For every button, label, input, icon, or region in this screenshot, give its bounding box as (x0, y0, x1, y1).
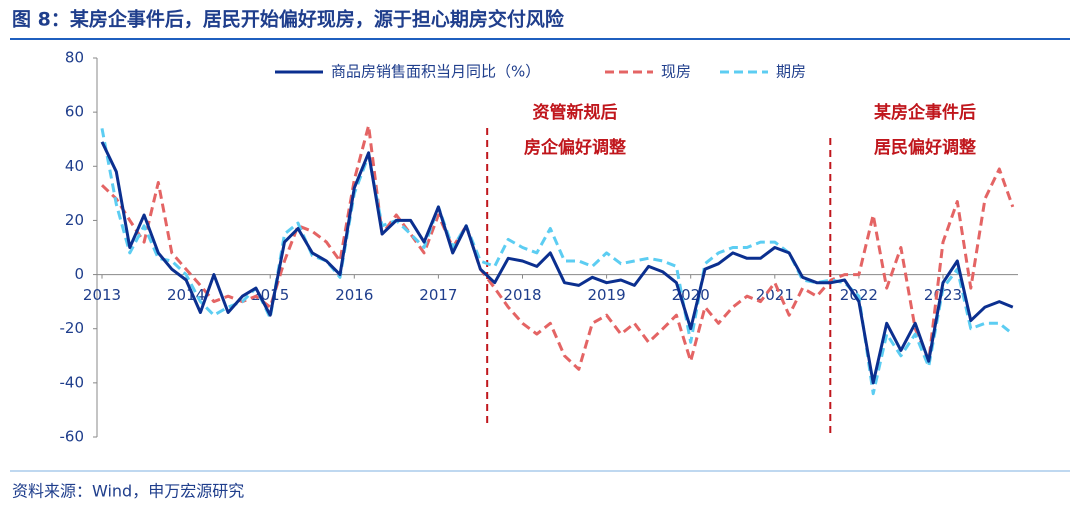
x-tick-label: 2016 (335, 286, 373, 304)
x-tick-label: 2019 (588, 286, 626, 304)
legend-label: 期房 (776, 63, 806, 81)
source-note: 资料来源：Wind，申万宏源研究 (12, 482, 244, 501)
y-tick-label: 40 (65, 157, 84, 175)
x-tick-label: 2021 (756, 286, 794, 304)
y-tick-label: 60 (65, 103, 84, 121)
y-tick-label: -40 (60, 373, 85, 391)
y-tick-label: 20 (65, 211, 84, 229)
y-tick-label: 0 (74, 265, 84, 283)
legend-label: 现房 (661, 63, 691, 81)
y-tick-label: -20 (60, 319, 85, 337)
y-tick-label: 80 (65, 49, 84, 67)
annotation: 资管新规后 (533, 102, 618, 123)
series-line (100, 124, 1015, 371)
annotation: 某房企事件后 (874, 102, 976, 123)
annotation: 房企偏好调整 (524, 137, 626, 158)
x-tick-label: 2013 (83, 286, 121, 304)
legend-label: 商品房销售面积当月同比（%） (331, 63, 540, 81)
y-tick-label: -60 (60, 428, 85, 446)
chart-title: 图 8：某房企事件后，居民开始偏好现房，源于担心期房交付风险 (12, 8, 565, 31)
annotation: 居民偏好调整 (874, 137, 976, 158)
x-tick-label: 2018 (503, 286, 541, 304)
series-line (100, 141, 1014, 385)
series-line (100, 128, 1014, 396)
x-tick-label: 2017 (419, 286, 457, 304)
